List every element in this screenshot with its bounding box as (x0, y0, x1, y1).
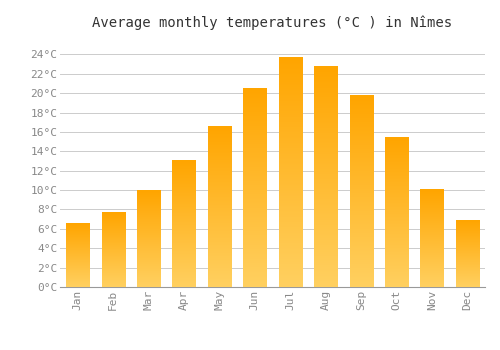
Title: Average monthly temperatures (°C ) in Nîmes: Average monthly temperatures (°C ) in Nî… (92, 15, 452, 30)
